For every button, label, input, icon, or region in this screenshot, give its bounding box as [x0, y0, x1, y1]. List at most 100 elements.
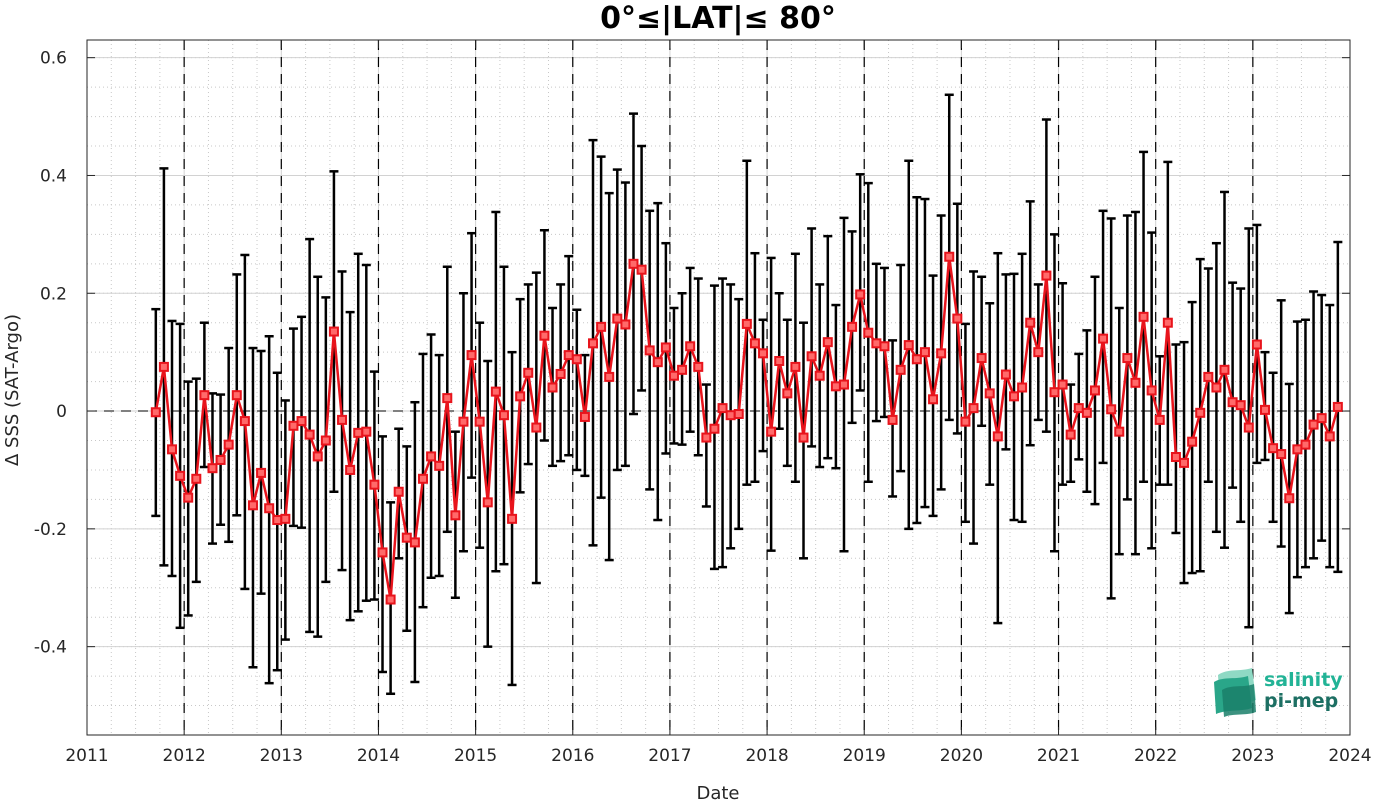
data-point-marker — [1122, 353, 1133, 364]
data-point-marker — [1089, 385, 1100, 396]
data-point-marker — [911, 354, 922, 365]
data-point-marker — [337, 414, 348, 425]
x-tick-label: 2017 — [648, 746, 691, 766]
data-point-marker — [620, 319, 631, 330]
x-tick-label: 2013 — [260, 746, 303, 766]
y-tick-label: 0.4 — [40, 166, 67, 186]
data-point-marker — [887, 414, 898, 425]
data-point-marker — [588, 338, 599, 349]
data-point-marker — [167, 444, 178, 455]
data-point-marker — [652, 357, 663, 368]
data-point-marker — [466, 350, 477, 361]
data-point-marker — [1219, 364, 1230, 375]
data-point-marker — [1065, 429, 1076, 440]
x-tick-label: 2021 — [1037, 746, 1080, 766]
data-point-marker — [1211, 382, 1222, 393]
data-point-marker — [1284, 493, 1295, 504]
data-point-marker — [498, 410, 509, 421]
chart-title: 0°≤|LAT|≤ 80° — [600, 1, 836, 36]
data-point-marker — [320, 435, 331, 446]
data-point-marker — [215, 454, 226, 465]
data-point-marker — [1009, 391, 1020, 402]
data-point-marker — [790, 361, 801, 372]
plot-axes — [86, 39, 1351, 736]
data-point-marker — [984, 388, 995, 399]
error-bar — [718, 277, 728, 569]
data-point-marker — [312, 451, 323, 462]
logo-wave-icon — [1214, 668, 1256, 717]
data-point-marker — [280, 513, 291, 524]
data-point-marker — [1138, 311, 1149, 322]
data-point-marker — [1017, 382, 1028, 393]
data-point-marker — [766, 426, 777, 437]
data-point-marker — [304, 429, 315, 440]
data-point-marker — [847, 321, 858, 332]
data-point-marker — [223, 439, 234, 450]
data-point-marker — [741, 318, 752, 329]
logo-text-pi-mep: pi-mep — [1264, 690, 1338, 712]
data-point-marker — [369, 479, 380, 490]
data-point-marker — [871, 338, 882, 349]
data-point-marker — [361, 426, 372, 437]
data-point-marker — [774, 355, 785, 366]
data-point-marker — [1179, 457, 1190, 468]
data-point-marker — [895, 364, 906, 375]
data-point-marker — [855, 289, 866, 300]
data-point-marker — [879, 341, 890, 352]
data-point-marker — [992, 431, 1003, 442]
data-point-marker — [563, 350, 574, 361]
error-bar — [572, 308, 582, 472]
data-point-marker — [701, 432, 712, 443]
x-tick-label: 2018 — [745, 746, 788, 766]
data-point-marker — [782, 388, 793, 399]
data-point-marker — [158, 361, 169, 372]
data-point-marker — [725, 410, 736, 421]
x-tick-label: 2023 — [1231, 746, 1274, 766]
data-point-marker — [596, 321, 607, 332]
data-point-marker — [1251, 339, 1262, 350]
series-line — [150, 251, 1343, 605]
data-point-marker — [733, 409, 744, 420]
data-point-marker — [1073, 403, 1084, 414]
data-point-marker — [1049, 387, 1060, 398]
data-point-marker — [1195, 407, 1206, 418]
data-point-marker — [1187, 436, 1198, 447]
data-point-marker — [1332, 401, 1343, 412]
data-point-marker — [968, 403, 979, 414]
data-point-marker — [863, 327, 874, 338]
data-point-marker — [1057, 379, 1068, 390]
data-point-marker — [531, 422, 542, 433]
data-point-marker — [1170, 452, 1181, 462]
data-point-marker — [717, 403, 728, 414]
data-point-marker — [960, 416, 971, 427]
data-point-marker — [1316, 413, 1327, 424]
y-tick-label: -0.2 — [34, 520, 67, 540]
data-point-marker — [377, 547, 388, 558]
data-point-marker — [207, 463, 218, 474]
data-point-marker — [175, 470, 186, 481]
error-bar — [758, 318, 768, 453]
data-point-marker — [345, 464, 356, 475]
y-tick-labels: -0.4 -0.2 0 0.2 0.4 0.6 — [34, 49, 67, 658]
y-tick-label: 0.6 — [40, 49, 67, 69]
data-point-marker — [1098, 333, 1109, 344]
error-bar — [766, 256, 776, 552]
data-point-marker — [1106, 404, 1117, 415]
data-point-marker — [328, 326, 339, 337]
data-point-marker — [814, 370, 825, 381]
data-point-marker — [474, 416, 485, 427]
error-bar — [701, 383, 711, 508]
data-point-marker — [668, 370, 679, 381]
data-point-marker — [936, 348, 947, 359]
data-point-marker — [296, 416, 307, 427]
y-tick-label: 0 — [56, 402, 67, 422]
data-point-marker — [830, 381, 841, 392]
error-bar — [807, 227, 817, 448]
x-tick-label: 2019 — [843, 746, 886, 766]
data-point-marker — [1276, 449, 1287, 460]
data-point-marker — [1243, 422, 1254, 433]
data-point-marker — [1114, 426, 1125, 437]
x-axis-label: Date — [696, 783, 739, 801]
data-point-marker — [685, 341, 696, 352]
